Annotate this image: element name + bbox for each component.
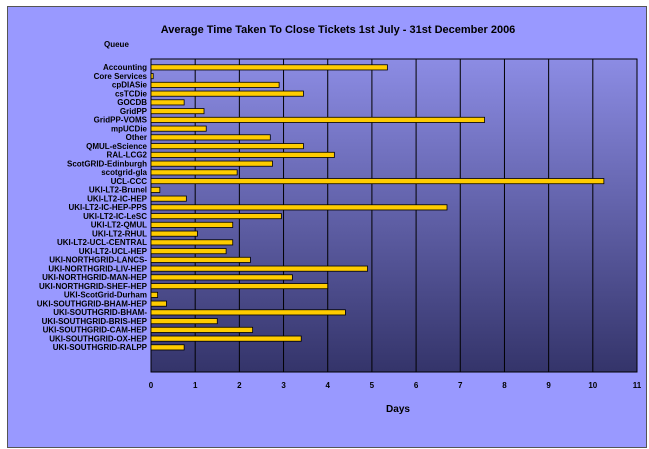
bar: [150, 134, 271, 141]
bar: [150, 99, 185, 106]
bar: [150, 326, 254, 333]
x-tick-labels: 0 1 2 3 4 5 6 7 8 9 10 11: [149, 381, 642, 390]
bar: [150, 195, 187, 202]
x-tick-label: 2: [237, 381, 242, 390]
category-label: UKI-LT2-QMUL: [91, 221, 147, 230]
x-tick-label: 3: [281, 381, 286, 390]
chart-title: Average Time Taken To Close Tickets 1st …: [161, 24, 516, 36]
category-label: GOCDB: [117, 98, 147, 107]
category-label: cpDIASie: [112, 81, 148, 90]
bar: [150, 239, 234, 246]
category-label: ScotGRID-Edinburgh: [67, 159, 147, 168]
category-label: UKI-LT2-IC-HEP: [87, 194, 148, 203]
category-label: UKI-SOUTHGRID-OX-HEP: [49, 334, 147, 343]
bar: [150, 125, 207, 132]
category-label: UKI-LT2-UCL-CENTRAL: [57, 238, 147, 247]
bar: [150, 213, 282, 220]
category-label: GridPP-VOMS: [94, 116, 148, 125]
bar: [150, 186, 161, 193]
bar: [150, 309, 346, 316]
bar: [150, 291, 159, 298]
bar: [150, 73, 154, 80]
x-tick-label: 6: [414, 381, 419, 390]
category-label: UKI-NORTHGRID-LIV-HEP: [48, 264, 147, 273]
bar: [150, 64, 388, 71]
category-label: UKI-NORTHGRID-MAN-HEP: [42, 273, 148, 282]
bar: [150, 283, 329, 290]
bar: [150, 169, 238, 176]
category-label: mpUCDie: [111, 124, 148, 133]
bar: [150, 318, 218, 325]
x-tick-label: 1: [193, 381, 198, 390]
bar: [150, 248, 227, 255]
bar: [150, 265, 368, 272]
bar: [150, 160, 273, 167]
category-label: UKI-SOUTHGRID-CAM-HEP: [43, 326, 148, 335]
category-label: scotgrid-gla: [101, 168, 147, 177]
bar: [150, 204, 448, 211]
bar: [150, 116, 485, 123]
bar: [150, 274, 293, 281]
category-label: UKI-LT2-RHUL: [92, 229, 147, 238]
category-label: Core Services: [94, 72, 148, 81]
bar: [150, 178, 605, 185]
category-label: UKI-NORTHGRID-LANCS-: [49, 256, 147, 265]
x-tick-label: 7: [458, 381, 463, 390]
x-tick-label: 10: [588, 381, 597, 390]
category-label: UKI-ScotGrid-Durham: [64, 291, 147, 300]
bar: [150, 151, 335, 158]
x-tick-label: 9: [546, 381, 551, 390]
category-label: UCL-CCC: [111, 177, 148, 186]
bar: [150, 108, 205, 115]
category-label: UKI-SOUTHGRID-BHAM-HEP: [37, 299, 148, 308]
bar: [150, 344, 185, 351]
category-label: UKI-SOUTHGRID-RALPP: [53, 343, 148, 352]
bar: [150, 230, 198, 237]
bar: [150, 335, 302, 342]
category-label: UKI-SOUTHGRID-BHAM-: [53, 308, 147, 317]
category-label: csTCDie: [115, 89, 148, 98]
bar: [150, 81, 280, 88]
bar-chart: Average Time Taken To Close Tickets 1st …: [37, 24, 642, 415]
category-label: UKI-LT2-IC-LeSC: [83, 212, 147, 221]
x-tick-label: 5: [370, 381, 375, 390]
chart-frame: Average Time Taken To Close Tickets 1st …: [7, 6, 647, 448]
category-label: QMUL-eScience: [86, 142, 147, 151]
category-label: UKI-SOUTHGRID-BRIS-HEP: [42, 317, 148, 326]
bar: [150, 143, 304, 150]
x-tick-label: 11: [633, 381, 642, 390]
bar: [150, 221, 234, 228]
x-tick-label: 4: [326, 381, 331, 390]
bar: [150, 90, 304, 97]
x-tick-label: 8: [502, 381, 507, 390]
x-tick-label: 0: [149, 381, 154, 390]
category-label: UKI-LT2-IC-HEP-PPS: [68, 203, 147, 212]
category-label: RAL-LCG2: [107, 151, 148, 160]
y-axis-label: Queue: [104, 40, 129, 49]
category-label: UKI-LT2-Brunel: [89, 186, 147, 195]
category-label: UKI-LT2-UCL-HEP: [79, 247, 148, 256]
bar: [150, 300, 167, 307]
bar: [150, 256, 251, 263]
category-label: GridPP: [120, 107, 148, 116]
bars: [150, 64, 605, 351]
x-axis-label: Days: [386, 404, 410, 415]
category-label: Other: [126, 133, 147, 142]
category-label: Accounting: [103, 63, 147, 72]
category-label: UKI-NORTHGRID-SHEF-HEP: [39, 282, 148, 291]
